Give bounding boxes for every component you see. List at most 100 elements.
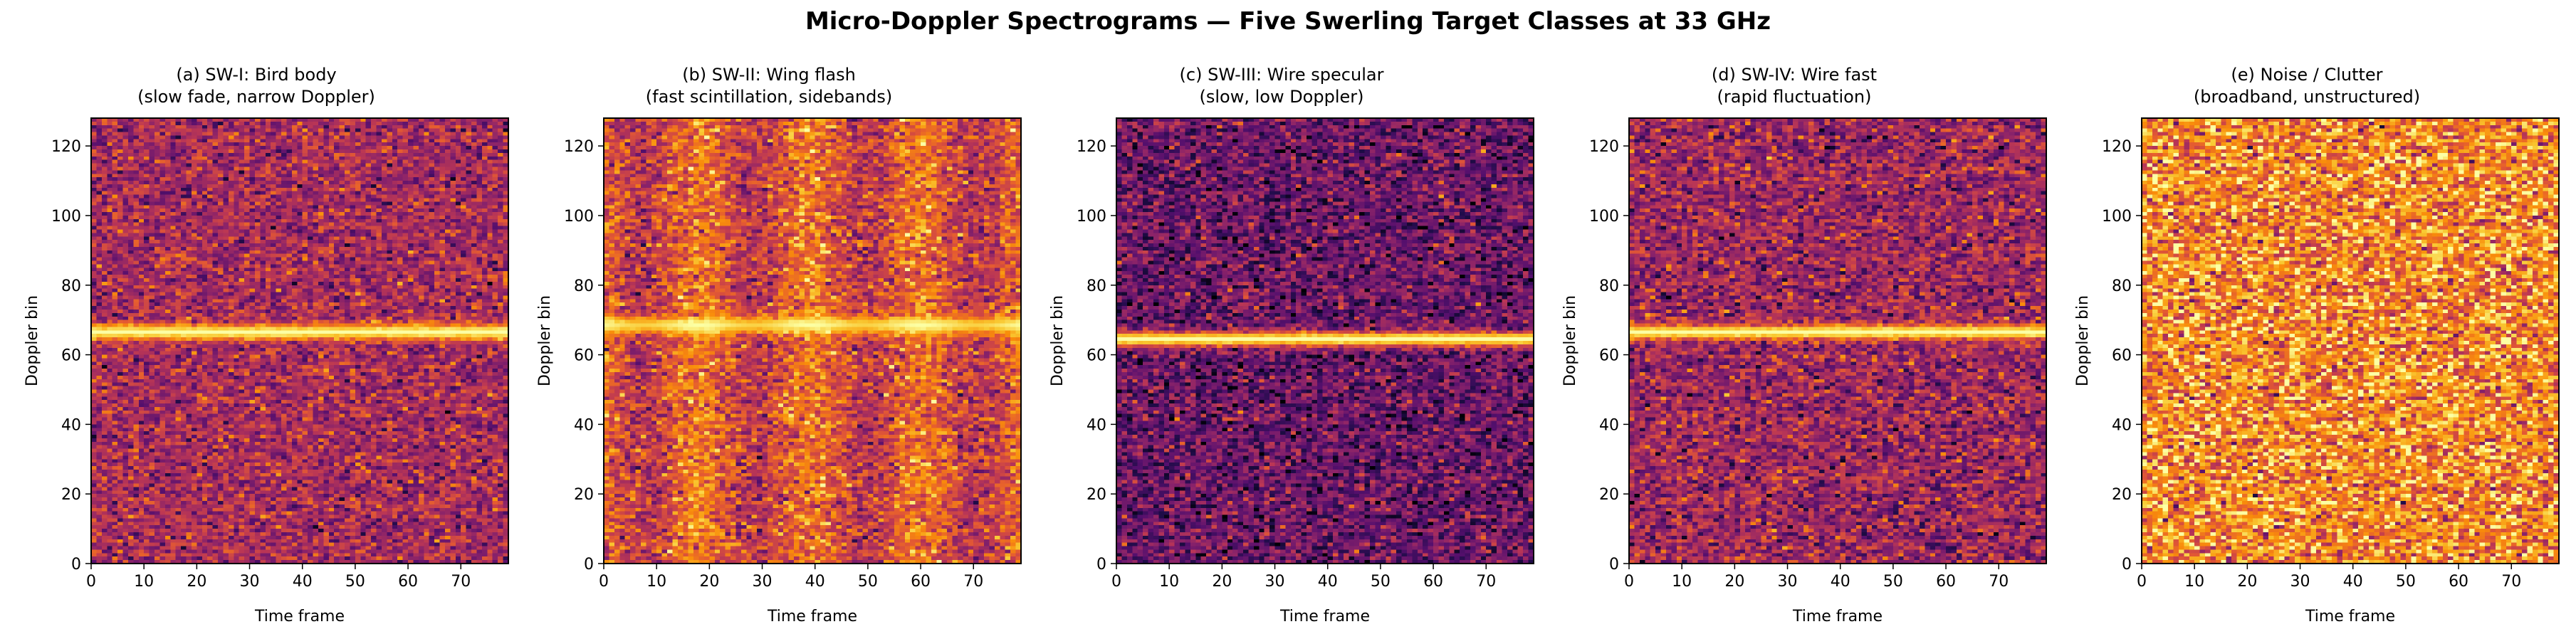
- panel-title-line2: (broadband, unstructured): [2193, 87, 2421, 107]
- x-tick-label: 40: [2343, 573, 2363, 591]
- x-tick-label: 70: [1989, 573, 2009, 591]
- y-tick-label: 20: [1599, 486, 1619, 504]
- spectrogram-svg: 0 10 20 30 40 50 60 70 0 20 40 60 80 100 120 Time frame…: [536, 117, 1022, 625]
- y-tick-label: 0: [2122, 556, 2132, 574]
- x-tick-label: 60: [398, 573, 418, 591]
- y-tick-label: 80: [61, 278, 81, 295]
- panel-title-line1: (d) SW-IV: Wire fast: [1711, 65, 1878, 85]
- panel-title-line2: (rapid fluctuation): [1717, 87, 1872, 107]
- x-tick-label: 0: [599, 573, 609, 591]
- y-axis-label: Doppler bin: [23, 295, 41, 386]
- spectrogram-heatmap: [604, 118, 1021, 564]
- x-tick-label: 0: [2137, 573, 2147, 591]
- y-tick-label: 0: [584, 556, 594, 574]
- y-tick-label: 20: [1087, 486, 1106, 504]
- x-tick-label: 10: [2184, 573, 2204, 591]
- spectrogram-heatmap: [1629, 118, 2046, 564]
- y-tick-label: 0: [71, 556, 81, 574]
- y-tick-label: 20: [574, 486, 594, 504]
- y-tick-label: 0: [1609, 556, 1619, 574]
- panel-title-line1: (e) Noise / Clutter: [2231, 65, 2383, 85]
- spectrogram-panel: (d) SW-IV: Wire fast (rapid fluctuation) 0…: [1538, 0, 2051, 634]
- x-tick-label: 50: [858, 573, 878, 591]
- y-tick-label: 100: [1589, 208, 1619, 226]
- x-tick-label: 60: [911, 573, 931, 591]
- panel-title: (d) SW-IV: Wire fast (rapid fluctuation): [1538, 64, 2051, 108]
- panel-title: (e) Noise / Clutter (broadband, unstructu…: [2051, 64, 2563, 108]
- y-tick-label: 60: [2112, 347, 2132, 365]
- y-tick-label: 60: [1599, 347, 1619, 365]
- x-tick-label: 30: [240, 573, 260, 591]
- panel-title-line1: (c) SW-III: Wire specular: [1179, 65, 1384, 85]
- y-tick-label: 80: [1087, 278, 1106, 295]
- x-tick-label: 20: [699, 573, 719, 591]
- x-tick-label: 20: [1212, 573, 1232, 591]
- y-tick-label: 120: [1589, 138, 1619, 156]
- x-tick-label: 70: [1476, 573, 1496, 591]
- spectrogram-svg: 0 10 20 30 40 50 60 70 0 20 40 60 80 100 120 Time frame…: [2074, 117, 2560, 625]
- y-tick-label: 120: [2102, 138, 2132, 156]
- x-tick-label: 70: [963, 573, 983, 591]
- x-tick-label: 0: [1111, 573, 1121, 591]
- x-tick-label: 20: [187, 573, 206, 591]
- spectrogram-svg: 0 10 20 30 40 50 60 70 0 20 40 60 80 100 120 Time frame…: [1049, 117, 1534, 625]
- y-tick-label: 120: [1077, 138, 1106, 156]
- panel-title-line2: (slow, low Doppler): [1199, 87, 1364, 107]
- axes-frame: [90, 117, 509, 564]
- y-tick-label: 60: [61, 347, 81, 365]
- panel-title: (c) SW-III: Wire specular (slow, low Dopp…: [1025, 64, 1538, 108]
- x-tick-label: 50: [1883, 573, 1903, 591]
- x-tick-label: 70: [2501, 573, 2521, 591]
- x-tick-label: 50: [2396, 573, 2416, 591]
- axes-frame: [1628, 117, 2047, 564]
- spectrogram-svg: 0 10 20 30 40 50 60 70 0 20 40 60 80 100 120 Time frame…: [23, 117, 509, 625]
- spectrogram-panel: (c) SW-III: Wire specular (slow, low Dopp…: [1025, 0, 1538, 634]
- x-tick-label: 60: [2449, 573, 2468, 591]
- y-tick-label: 120: [51, 138, 81, 156]
- y-tick-label: 60: [1087, 347, 1106, 365]
- x-axis-label: Time frame: [1279, 608, 1370, 625]
- y-tick-label: 100: [2102, 208, 2132, 226]
- figure-title: Micro-Doppler Spectrograms — Five Swerli…: [805, 7, 1771, 36]
- y-tick-label: 0: [1096, 556, 1106, 574]
- x-tick-label: 10: [1159, 573, 1179, 591]
- y-tick-label: 40: [61, 416, 81, 434]
- y-axis-label: Doppler bin: [1049, 295, 1067, 386]
- y-tick-label: 100: [51, 208, 81, 226]
- x-tick-label: 30: [753, 573, 773, 591]
- x-tick-label: 40: [805, 573, 825, 591]
- x-axis-label: Time frame: [1792, 608, 1883, 625]
- x-tick-label: 60: [1423, 573, 1443, 591]
- x-tick-label: 30: [2290, 573, 2310, 591]
- panel-title-line1: (a) SW-I: Bird body: [176, 65, 337, 85]
- spectrogram-panel: (e) Noise / Clutter (broadband, unstructu…: [2051, 0, 2563, 634]
- x-tick-label: 10: [134, 573, 154, 591]
- y-tick-label: 40: [1599, 416, 1619, 434]
- y-tick-label: 100: [1077, 208, 1106, 226]
- y-tick-label: 40: [574, 416, 594, 434]
- spectrogram-heatmap: [91, 118, 508, 564]
- panel-title-line1: (b) SW-II: Wing flash: [682, 65, 856, 85]
- y-tick-label: 80: [574, 278, 594, 295]
- panel-title-line2: (slow fade, narrow Doppler): [137, 87, 375, 107]
- x-axis-label: Time frame: [2305, 608, 2395, 625]
- panel-title-line2: (fast scintillation, sidebands): [645, 87, 893, 107]
- axes-frame: [2141, 117, 2560, 564]
- panel-title: (b) SW-II: Wing flash (fast scintillation…: [513, 64, 1025, 108]
- y-tick-label: 40: [1087, 416, 1106, 434]
- x-tick-label: 30: [1265, 573, 1285, 591]
- y-tick-label: 80: [2112, 278, 2132, 295]
- x-tick-label: 50: [345, 573, 365, 591]
- y-tick-label: 40: [2112, 416, 2132, 434]
- axes-frame: [603, 117, 1022, 564]
- x-tick-label: 0: [86, 573, 96, 591]
- y-axis-label: Doppler bin: [2074, 295, 2092, 386]
- spectrogram-svg: 0 10 20 30 40 50 60 70 0 20 40 60 80 100 120 Time frame…: [1561, 117, 2047, 625]
- x-axis-label: Time frame: [767, 608, 857, 625]
- x-tick-label: 30: [1778, 573, 1798, 591]
- axes-frame: [1116, 117, 1534, 564]
- x-axis-label: Time frame: [254, 608, 345, 625]
- spectrogram-heatmap: [2142, 118, 2559, 564]
- y-tick-label: 60: [574, 347, 594, 365]
- x-tick-label: 20: [2237, 573, 2257, 591]
